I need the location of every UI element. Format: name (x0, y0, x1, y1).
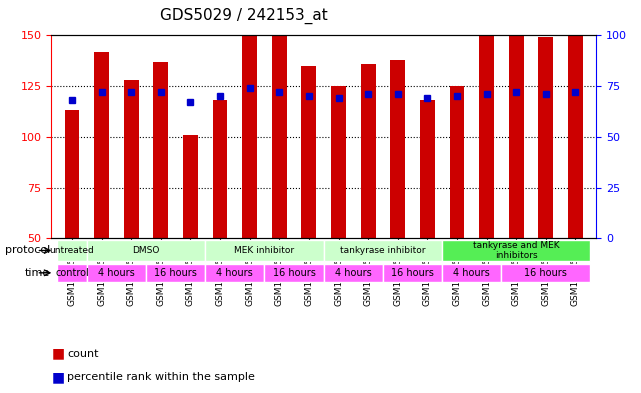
FancyBboxPatch shape (383, 264, 442, 282)
Text: count: count (67, 349, 99, 359)
Text: 16 hours: 16 hours (391, 268, 434, 278)
Bar (153, 62, 168, 238)
Text: MEK inhibitor: MEK inhibitor (235, 246, 295, 255)
FancyBboxPatch shape (146, 264, 205, 282)
Bar (538, 37, 553, 238)
Bar (568, 0, 583, 238)
Bar (124, 80, 138, 238)
Bar (94, 51, 109, 238)
FancyBboxPatch shape (442, 239, 590, 261)
Text: ■: ■ (51, 347, 64, 361)
Bar (183, 135, 198, 238)
FancyBboxPatch shape (205, 264, 265, 282)
Text: ■: ■ (51, 370, 64, 384)
Bar (301, 66, 316, 238)
Text: 4 hours: 4 hours (217, 268, 253, 278)
Text: 16 hours: 16 hours (272, 268, 315, 278)
Text: 4 hours: 4 hours (453, 268, 490, 278)
Text: 16 hours: 16 hours (154, 268, 197, 278)
Text: tankyrase inhibitor: tankyrase inhibitor (340, 246, 426, 255)
Text: time: time (24, 268, 50, 278)
FancyBboxPatch shape (57, 239, 87, 261)
Text: GDS5029 / 242153_at: GDS5029 / 242153_at (160, 7, 328, 24)
Text: tankyrase and MEK
inhibitors: tankyrase and MEK inhibitors (473, 241, 560, 260)
Text: protocol: protocol (4, 246, 50, 255)
Bar (420, 100, 435, 238)
Bar (509, 21, 524, 238)
Text: control: control (55, 268, 89, 278)
Bar (65, 110, 79, 238)
FancyBboxPatch shape (57, 264, 87, 282)
Bar (361, 64, 376, 238)
Text: 4 hours: 4 hours (335, 268, 372, 278)
Text: untreated: untreated (49, 246, 94, 255)
Bar (479, 0, 494, 238)
Text: DMSO: DMSO (132, 246, 160, 255)
FancyBboxPatch shape (265, 264, 324, 282)
Bar (331, 86, 346, 238)
FancyBboxPatch shape (501, 264, 590, 282)
Bar (242, 0, 257, 238)
FancyBboxPatch shape (87, 264, 146, 282)
Bar (272, 15, 287, 238)
Text: 16 hours: 16 hours (524, 268, 567, 278)
Text: percentile rank within the sample: percentile rank within the sample (67, 372, 255, 382)
Bar (213, 100, 228, 238)
FancyBboxPatch shape (205, 239, 324, 261)
FancyBboxPatch shape (87, 239, 205, 261)
FancyBboxPatch shape (324, 264, 383, 282)
Bar (449, 86, 464, 238)
FancyBboxPatch shape (324, 239, 442, 261)
Text: 4 hours: 4 hours (98, 268, 135, 278)
FancyBboxPatch shape (442, 264, 501, 282)
Bar (390, 60, 405, 238)
